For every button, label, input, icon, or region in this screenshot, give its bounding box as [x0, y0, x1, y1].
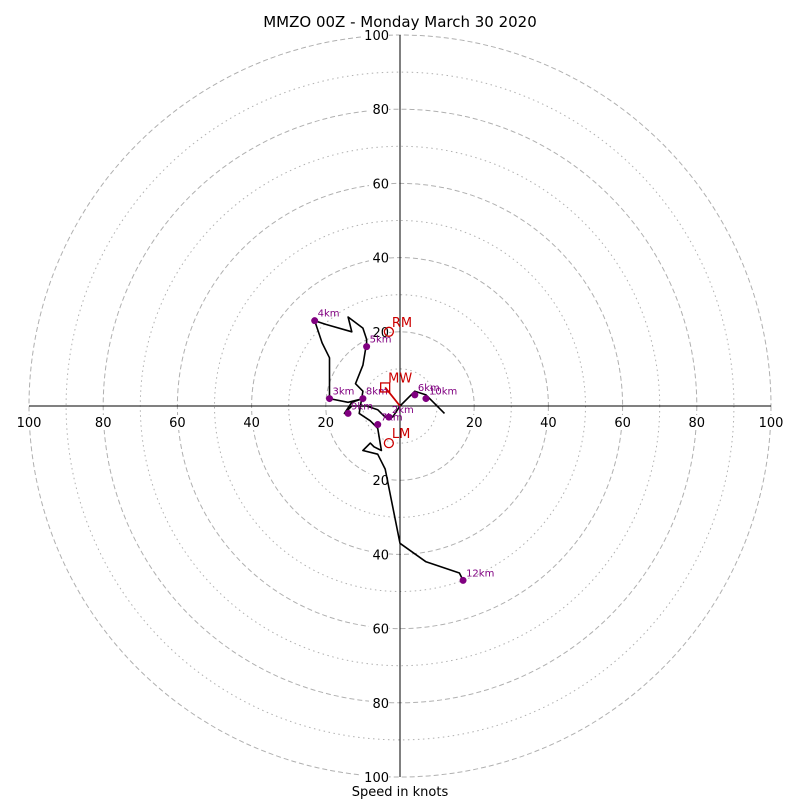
height-marker-10km — [422, 395, 430, 403]
storm-marker-RM — [383, 326, 395, 337]
height-label-10km: 10km — [429, 387, 457, 398]
y-tick-label-bg — [369, 250, 389, 266]
x-tick-label-bg — [93, 415, 114, 430]
height-marker-4km — [311, 317, 319, 325]
mean-wind-arrow — [384, 386, 401, 407]
y-tick-label: 40 — [372, 548, 389, 563]
y-tick-label: 20 — [372, 474, 389, 489]
y-tick-label: 80 — [372, 103, 389, 118]
x-tick-label: 80 — [95, 416, 112, 431]
storm-label-RM: RM — [392, 316, 412, 331]
y-tick-label: 40 — [372, 252, 389, 267]
y-tick-label: 100 — [364, 29, 389, 44]
x-tick-label: 100 — [17, 416, 42, 431]
y-tick-label-bg — [369, 695, 389, 711]
y-tick-label: 80 — [372, 697, 389, 712]
y-tick-label-bg — [361, 28, 389, 43]
storm-motion-markers: RM MW LM — [380, 316, 412, 449]
x-tick-label: 60 — [169, 416, 186, 431]
height-marker-8km — [359, 395, 367, 403]
height-marker-6km — [411, 391, 419, 399]
height-marker-12km — [459, 576, 467, 584]
x-tick-label: 100 — [759, 416, 784, 431]
height-marker-7km — [374, 421, 382, 429]
storm-marker-LM — [383, 437, 395, 449]
height-label-7km: 7km — [381, 413, 403, 424]
height-marker-5km — [363, 343, 371, 351]
storm-label-LM: LM — [392, 427, 410, 442]
y-tick-label-bg — [369, 176, 389, 192]
height-label-2km: 2km — [392, 405, 414, 416]
height-label-6km: 6km — [418, 383, 440, 394]
storm-marker-MW — [380, 382, 391, 393]
y-tick-label-bg — [369, 621, 389, 637]
x-tick-label-bg — [241, 415, 262, 430]
y-tick-label-bg — [369, 547, 389, 563]
y-tick-label-bg — [369, 324, 389, 340]
x-tick-label-bg — [612, 415, 633, 430]
x-tick-label: 40 — [540, 416, 557, 431]
x-tick-label: 60 — [614, 416, 631, 431]
height-marker-3km — [326, 395, 334, 403]
x-tick-label-bg — [167, 415, 188, 430]
height-label-8km: 8km — [366, 387, 388, 398]
height-label-12km: 12km — [466, 568, 494, 579]
x-tick-label-bg — [15, 415, 43, 430]
height-markers: 2km 3km 4km 5km 6km 7km 8km 9km 10km 12km — [311, 309, 494, 584]
x-tick-label: 20 — [318, 416, 335, 431]
height-label-3km: 3km — [333, 387, 355, 398]
x-tick-label-bg — [315, 415, 336, 430]
x-tick-label-bg — [686, 415, 707, 430]
storm-label-MW: MW — [388, 371, 412, 386]
y-tick-label: 60 — [372, 177, 389, 192]
height-label-4km: 4km — [318, 309, 340, 320]
x-tick-label: 40 — [243, 416, 260, 431]
tick-labels: 100 80 60 40 20 20 40 60 80 100100806040202040608… — [15, 28, 785, 786]
height-marker-2km — [385, 413, 393, 421]
height-marker-9km — [344, 409, 352, 417]
y-tick-label: 60 — [372, 623, 389, 638]
x-tick-label: 20 — [466, 416, 483, 431]
y-tick-label-bg — [369, 473, 389, 489]
mean-wind-vector — [384, 386, 401, 407]
y-tick-label-bg — [369, 102, 389, 118]
y-tick-label-bg — [361, 770, 389, 785]
x-tick-label: 80 — [689, 416, 706, 431]
chart-title: MMZO 00Z - Monday March 30 2020 — [263, 13, 537, 31]
x-tick-label-bg — [538, 415, 559, 430]
height-label-9km: 9km — [351, 401, 373, 412]
x-tick-label-bg — [757, 415, 785, 430]
x-tick-label-bg — [464, 415, 485, 430]
x-axis-label: Speed in knots — [352, 785, 449, 800]
height-label-5km: 5km — [370, 335, 392, 346]
y-tick-label: 100 — [364, 771, 389, 786]
